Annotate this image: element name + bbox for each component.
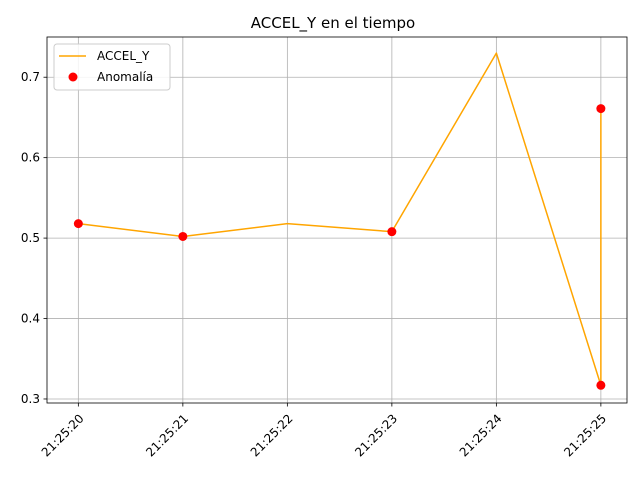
- x-tick-label: 21:25:20: [39, 411, 87, 459]
- legend: ACCEL_Y Anomalía: [53, 43, 171, 91]
- anomaly-point: [73, 219, 83, 229]
- axes: 21:25:20 21:25:21 21:25:22 21:25:23 21:25:24…: [21, 36, 628, 459]
- x-tick-label: 21:25:21: [143, 411, 191, 459]
- legend-marker-swatch: [68, 72, 78, 82]
- y-tick-label: 0.3: [21, 392, 40, 406]
- y-tick-label: 0.7: [21, 70, 40, 84]
- y-tick-label: 0.4: [21, 312, 40, 326]
- y-tick-label: 0.5: [21, 231, 40, 245]
- anomaly-point: [178, 231, 188, 241]
- anomaly-point: [596, 380, 606, 390]
- legend-label-accel-y: ACCEL_Y: [97, 49, 150, 63]
- y-tick-label: 0.6: [21, 151, 40, 165]
- plot-series: [73, 52, 606, 390]
- x-tick-label: 21:25:24: [457, 411, 505, 459]
- plot-frame: [46, 36, 628, 404]
- anomaly-point: [387, 227, 397, 237]
- chart-title: ACCEL_Y en el tiempo: [251, 14, 415, 33]
- x-tick-label: 21:25:23: [352, 411, 400, 459]
- series-line-accel-y: [78, 52, 602, 387]
- x-tick-label: 21:25:25: [561, 411, 609, 459]
- grid: [47, 37, 627, 403]
- legend-label-anomalia: Anomalía: [97, 70, 153, 84]
- x-tick-label: 21:25:22: [248, 411, 296, 459]
- anomaly-point: [596, 104, 606, 114]
